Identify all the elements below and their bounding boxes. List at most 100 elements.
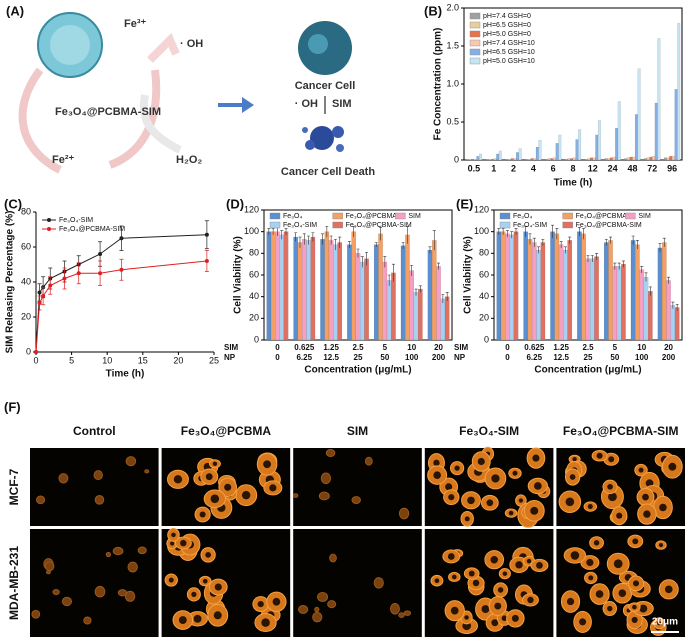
bar — [554, 233, 560, 341]
bar — [589, 258, 595, 341]
bar — [505, 159, 509, 161]
error-bar — [360, 256, 364, 268]
error-bar — [307, 235, 311, 245]
bar — [431, 240, 437, 341]
bar — [535, 146, 539, 161]
bar — [498, 150, 502, 161]
x-tick-label: 12.5 — [323, 353, 339, 362]
error-bar — [365, 251, 369, 266]
cell — [137, 546, 147, 555]
bar — [595, 134, 599, 161]
cell-nucleus — [668, 462, 677, 471]
bar — [578, 129, 582, 161]
bar — [533, 158, 537, 161]
cell-nucleus — [205, 473, 213, 481]
error-bar — [563, 246, 567, 254]
bar — [652, 156, 656, 161]
bar — [590, 157, 593, 161]
x-tick-label: 10 — [102, 355, 112, 365]
bar — [293, 236, 298, 341]
bar — [496, 153, 500, 161]
cell — [292, 493, 299, 498]
cell-nucleus — [170, 541, 175, 546]
legend-swatch — [469, 48, 481, 56]
bar — [279, 234, 285, 341]
bar — [564, 159, 568, 161]
micrograph — [556, 529, 685, 637]
error-bar — [374, 242, 378, 247]
x-tick-label: 200 — [662, 353, 676, 362]
bar — [465, 159, 469, 161]
error-bar — [635, 240, 639, 249]
bar — [567, 240, 573, 341]
micrograph — [424, 446, 554, 528]
point — [41, 294, 46, 298]
bar — [671, 156, 675, 161]
bar — [547, 158, 551, 161]
legend-swatch — [469, 39, 481, 47]
x-row-label: SIM — [454, 343, 469, 352]
cell-nucleus — [618, 589, 627, 597]
cell — [35, 495, 46, 505]
cell-nucleus — [205, 552, 211, 558]
cell-nucleus — [214, 583, 222, 591]
point — [98, 252, 103, 256]
cell — [127, 561, 138, 573]
bar — [266, 231, 272, 341]
bar — [324, 231, 330, 341]
x-tick-label: 72 — [647, 163, 657, 173]
error-bar — [577, 227, 581, 236]
row-label: MDA-MB-231 — [7, 546, 21, 620]
y-axis-label: Cell Viability (%) — [233, 236, 244, 314]
bar — [523, 231, 528, 341]
cell-nucleus — [588, 575, 594, 581]
scale-bar-label: 20μm — [652, 617, 678, 628]
error-bar — [537, 246, 541, 254]
error-bar — [658, 243, 662, 253]
column-label: Fe₃O₄-SIM — [459, 424, 519, 438]
error-bar — [524, 225, 528, 238]
cell — [403, 610, 412, 616]
cell-nucleus — [607, 483, 613, 490]
bar — [581, 233, 587, 341]
x-tick-label: 2 — [511, 163, 516, 173]
error-bar — [631, 235, 635, 245]
micrograph — [161, 448, 291, 526]
legend-swatch — [469, 30, 481, 38]
error-bar — [325, 225, 329, 238]
bar — [585, 258, 591, 341]
legend-label: Fe₃O₄@PCBMA-SIM — [346, 222, 412, 229]
label: · OH — [295, 98, 318, 110]
x-tick-label: 20 — [664, 343, 673, 352]
cell-nucleus — [565, 497, 575, 507]
bar — [468, 159, 472, 161]
cell-nucleus — [638, 467, 644, 473]
cell-nucleus — [168, 577, 174, 583]
error-bar — [298, 236, 302, 248]
error-bar — [329, 235, 333, 245]
column-label: Fe₃O₄@PCBMA-SIM — [563, 424, 679, 438]
bar — [306, 240, 311, 341]
cell-nucleus — [572, 456, 577, 462]
error-bar — [294, 232, 298, 242]
micrograph-bg — [30, 448, 159, 526]
bar — [505, 233, 510, 341]
x-tick-label: 12.5 — [553, 353, 569, 362]
bar — [337, 242, 343, 341]
micrograph — [30, 448, 159, 526]
bar — [657, 38, 661, 161]
bar — [632, 156, 636, 161]
cell — [144, 469, 150, 474]
cell-nucleus — [199, 511, 206, 518]
error-bar — [586, 255, 590, 262]
micrograph — [293, 529, 422, 637]
error-bar — [401, 242, 405, 249]
label: Fe³⁺ — [124, 18, 147, 30]
label: Fe₃O₄@PCBMA-SIM — [55, 106, 161, 118]
cell — [93, 470, 103, 481]
y-tick-label: 40 — [21, 276, 31, 286]
legend-swatch — [47, 227, 51, 231]
cell-nucleus — [526, 558, 532, 564]
cell — [327, 600, 337, 609]
